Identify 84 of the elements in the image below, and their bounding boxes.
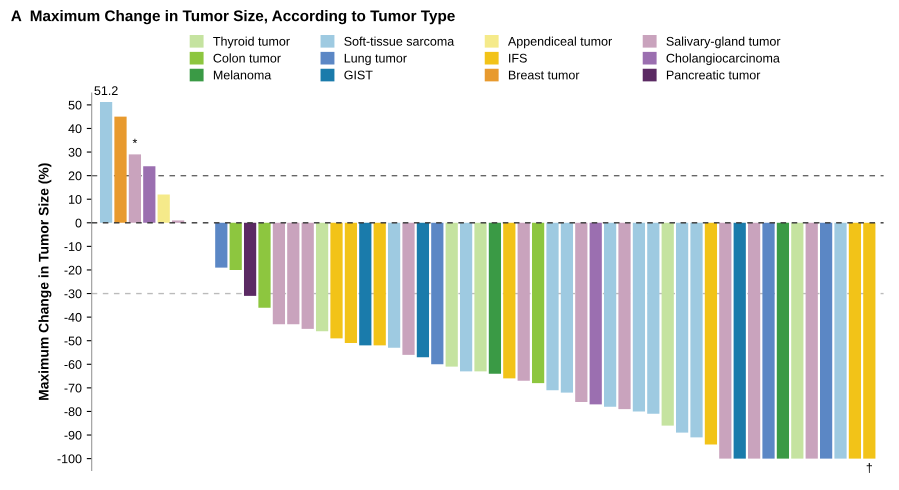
bar xyxy=(244,222,256,296)
legend-label: Lung tumor xyxy=(344,54,407,66)
bar xyxy=(460,222,472,372)
bar xyxy=(704,222,718,444)
bar xyxy=(374,222,386,346)
bar xyxy=(330,222,343,338)
y-tick-label: -30 xyxy=(64,289,82,298)
y-tick-label: -10 xyxy=(64,242,82,252)
bar xyxy=(316,222,328,332)
y-tick-label: 0 xyxy=(76,218,82,228)
bar xyxy=(791,222,804,459)
legend-label: Melanoma xyxy=(214,70,272,80)
data-label: * xyxy=(132,138,138,144)
bar xyxy=(114,116,127,223)
bar xyxy=(734,222,746,459)
bar xyxy=(575,222,588,402)
bar xyxy=(128,154,142,223)
bar xyxy=(431,222,444,364)
bar xyxy=(488,222,502,374)
bar xyxy=(532,222,544,384)
y-tick-label: -50 xyxy=(64,336,82,346)
bar xyxy=(604,222,616,407)
bar xyxy=(546,222,559,390)
y-tick-label: 30 xyxy=(68,148,82,157)
y-tick-label: 50 xyxy=(68,100,82,110)
bar xyxy=(590,222,602,404)
bar xyxy=(158,194,170,223)
legend-label: Soft-tissue sarcoma xyxy=(344,36,454,46)
y-tick-label: -70 xyxy=(64,384,82,393)
y-tick-label: -60 xyxy=(64,360,82,369)
legend-label: Thyroid tumor xyxy=(213,36,290,48)
bar xyxy=(647,222,660,414)
bar xyxy=(230,222,242,270)
bar xyxy=(690,222,703,438)
legend-label: GIST xyxy=(344,70,373,80)
bar xyxy=(719,222,732,459)
bar xyxy=(344,222,358,344)
legend-label: Salivary-gland tumor xyxy=(666,36,780,48)
bar xyxy=(302,222,314,329)
bar xyxy=(776,222,790,459)
bar xyxy=(446,222,458,367)
bar xyxy=(215,222,228,268)
y-tick-label: 10 xyxy=(69,195,82,204)
legend-label: Cholangiocarcinoma xyxy=(666,53,780,66)
legend-label: Breast tumor xyxy=(508,70,580,80)
y-tick-label: -40 xyxy=(64,312,82,322)
bar xyxy=(863,222,876,459)
y-tick-label: -80 xyxy=(64,407,82,416)
bar xyxy=(402,222,415,355)
bar xyxy=(388,222,400,348)
data-label: † xyxy=(866,463,872,474)
bar xyxy=(618,222,631,410)
chart-title: A Maximum Change in Tumor Size, According to Tumor Type xyxy=(11,10,455,24)
bar xyxy=(416,222,430,358)
data-label: 51.2 xyxy=(94,86,118,96)
bar xyxy=(632,222,646,412)
bar xyxy=(560,222,574,393)
bar xyxy=(748,222,760,459)
bar xyxy=(820,222,832,459)
legend-label: IFS xyxy=(509,54,527,63)
bar xyxy=(848,222,862,459)
bar xyxy=(474,222,487,372)
y-tick-label: 20 xyxy=(68,171,82,180)
legend-label: Pancreatic tumor xyxy=(666,70,760,80)
bar xyxy=(100,102,112,223)
legend-label: Appendiceal tumor xyxy=(508,36,612,48)
y-axis-title: Maximum Change in Tumor Size (%) xyxy=(38,163,52,400)
bar xyxy=(518,222,530,381)
bar xyxy=(143,166,156,223)
y-tick-label: 40 xyxy=(68,124,82,134)
y-tick-label: -20 xyxy=(64,266,82,275)
bar xyxy=(503,222,516,378)
bar xyxy=(834,222,847,459)
bar xyxy=(806,222,818,459)
bar xyxy=(662,222,674,426)
bar xyxy=(258,222,271,308)
legend-label: Colon tumor xyxy=(214,53,281,63)
y-tick-label: -100 xyxy=(58,454,82,464)
bar xyxy=(287,222,300,324)
bar xyxy=(272,222,286,324)
bar xyxy=(676,222,688,433)
bar xyxy=(359,222,372,346)
bar xyxy=(762,222,775,459)
y-tick-label: -90 xyxy=(64,430,82,440)
